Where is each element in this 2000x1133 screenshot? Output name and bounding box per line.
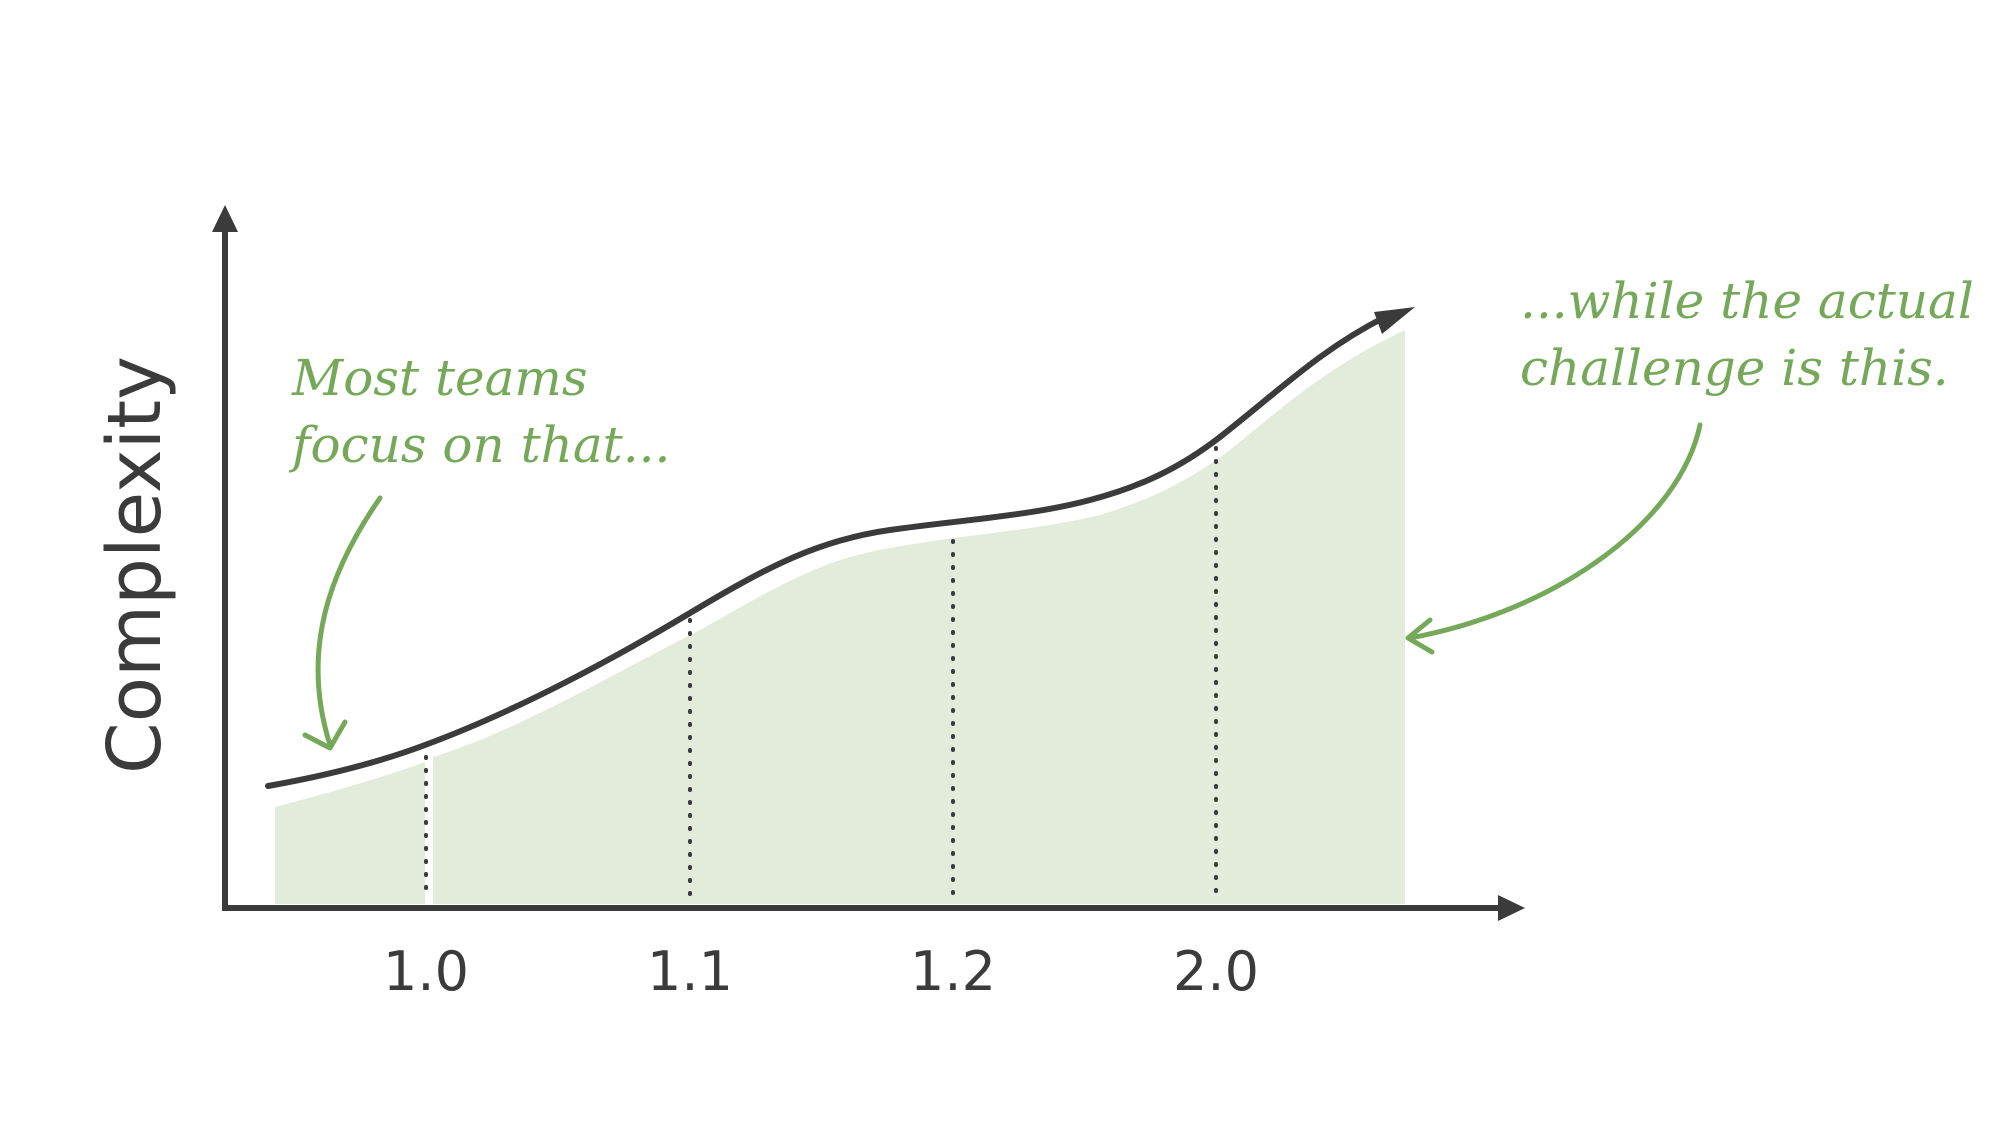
- release-label-1-2: 1.2: [910, 940, 996, 1003]
- right-annotation-arrow: [1407, 422, 1703, 641]
- left-annotation-arrow-head: [302, 719, 348, 751]
- complexity-area-main: [433, 330, 1405, 904]
- right-annotation-line-1: ...while the actual: [1520, 272, 1974, 330]
- curve-arrow-head: [1374, 307, 1415, 334]
- complexity-area: [275, 762, 425, 904]
- right-annotation-arrow-head: [1405, 617, 1435, 655]
- y-axis-arrow-head: [212, 205, 238, 232]
- release-label-1-0: 1.0: [383, 940, 469, 1003]
- left-annotation-arrow: [315, 495, 383, 748]
- right-annotation-line-2: challenge is this.: [1520, 339, 1949, 397]
- complexity-curve: [265, 314, 1388, 789]
- release-label-2-0: 2.0: [1173, 940, 1259, 1003]
- release-label-1-1: 1.1: [647, 940, 733, 1003]
- y-axis-label: Complexity: [92, 356, 178, 774]
- left-annotation-line-2: focus on that...: [288, 416, 670, 474]
- x-axis-arrow-head: [1498, 895, 1525, 921]
- left-annotation-line-1: Most teams: [291, 349, 588, 407]
